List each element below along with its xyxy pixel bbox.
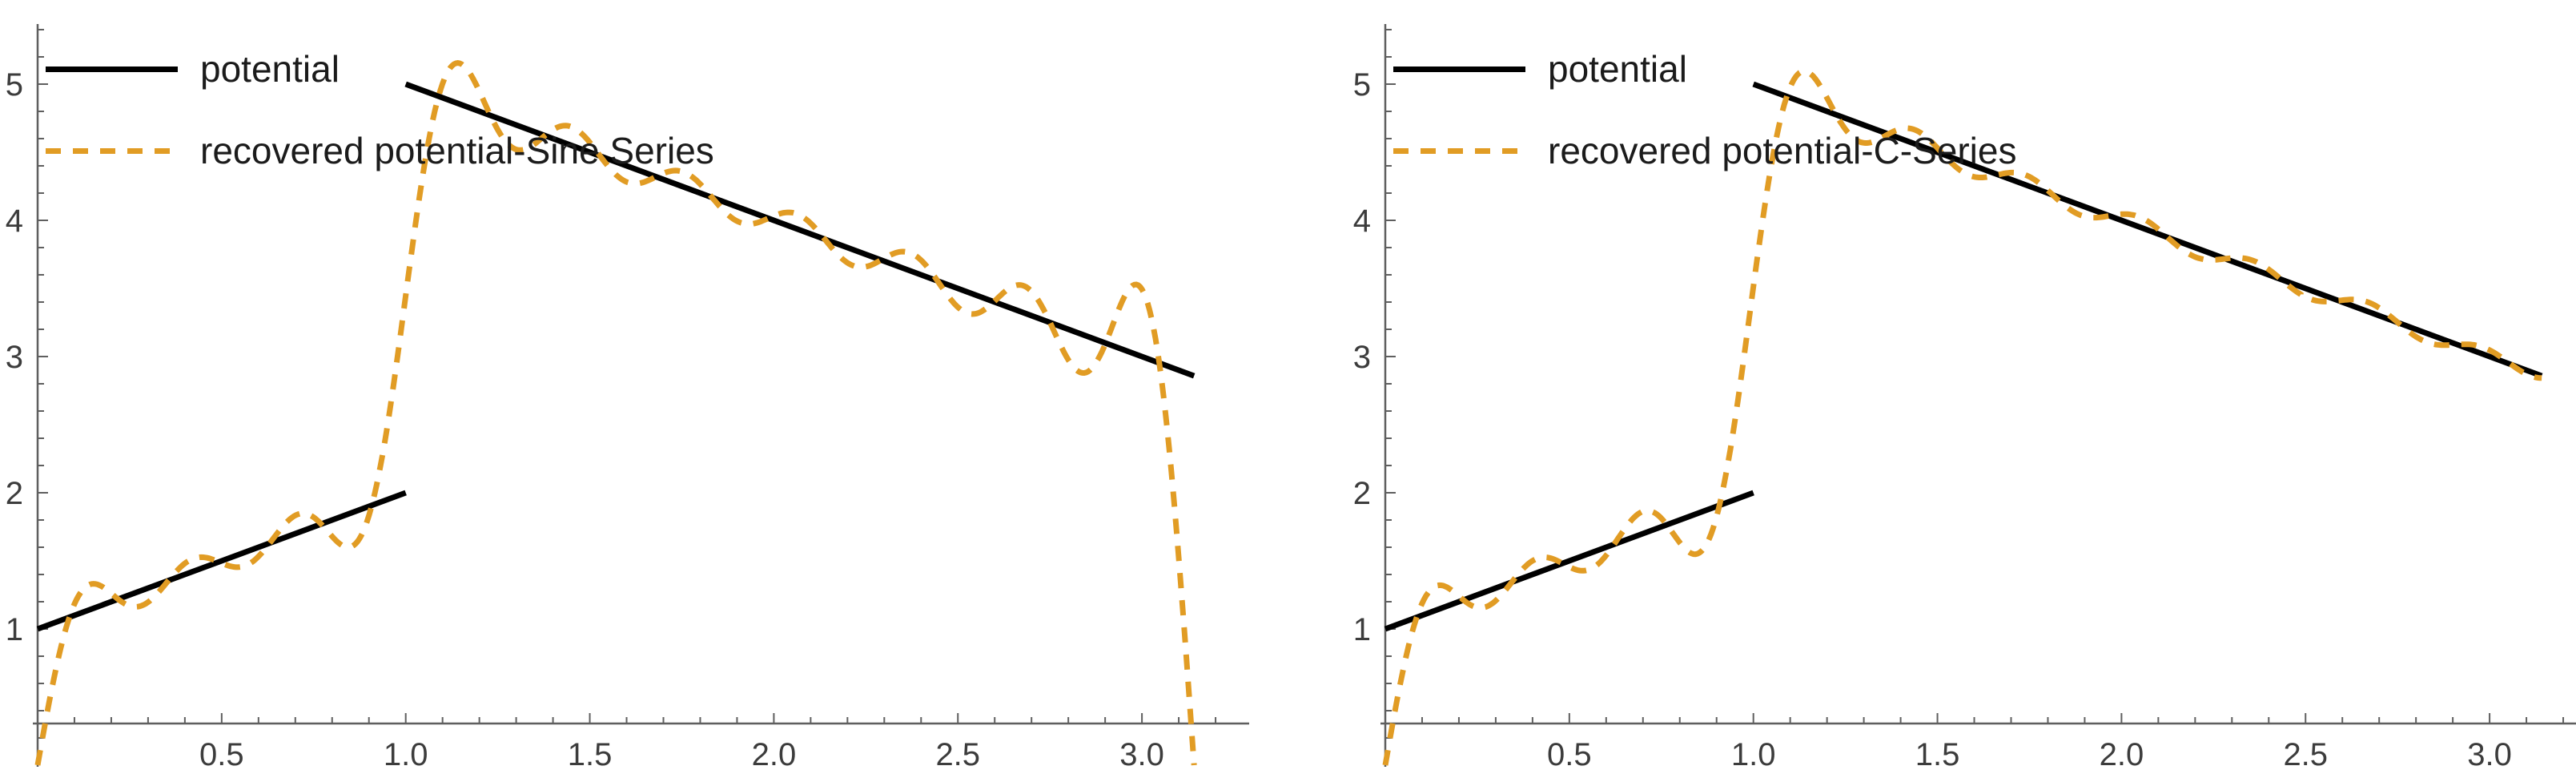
x-tick-label: 2.5: [935, 737, 980, 772]
recovered-potential-curve: [34, 60, 1197, 766]
y-tick-label: 4: [6, 204, 23, 239]
y-tick-label: 1: [1353, 612, 1371, 647]
potential-line: [1752, 81, 2543, 379]
plot-right: 0.5 1.0 1.5 2.0 2.5 3.0 1 2 3 4 5: [1353, 24, 2576, 772]
y-tick-label: 2: [1353, 476, 1371, 511]
solid-line-swatch: [1393, 66, 1525, 72]
legend-item-recovered-c-series: recovered potential-C-Series: [1393, 130, 2017, 171]
x-tick-label: 2.5: [2283, 737, 2328, 772]
y-tick-label: 5: [6, 67, 23, 103]
potential-line: [36, 490, 407, 632]
x-tick-label: 0.5: [1547, 737, 1592, 772]
x-tick-label: 1.5: [1915, 737, 1960, 772]
legend-right-plot: potential recovered potential-C-Series: [1393, 48, 2017, 171]
y-tick-label: 3: [1353, 340, 1371, 375]
legend-item-recovered-sine: recovered potential-Sine Series: [46, 130, 714, 171]
x-tick-label: 1.5: [568, 737, 613, 772]
legend-label: potential: [200, 48, 340, 90]
legend-left-plot: potential recovered potential-Sine Serie…: [46, 48, 714, 171]
x-tick-label: 1.0: [384, 737, 428, 772]
x-tick-label: 0.5: [199, 737, 244, 772]
legend-label: recovered potential-Sine Series: [200, 130, 714, 171]
legend-item-potential: potential: [46, 48, 714, 90]
y-tick-label: 5: [1353, 67, 1371, 103]
x-tick-label: 1.0: [1731, 737, 1776, 772]
x-tick-label: 2.0: [752, 737, 797, 772]
potential-line: [404, 81, 1196, 379]
potential-line: [1384, 490, 1754, 632]
y-tick-label: 4: [1353, 204, 1371, 239]
solid-line-swatch: [46, 66, 178, 72]
y-tick-label: 2: [6, 476, 23, 511]
legend-label: recovered potential-C-Series: [1548, 130, 2017, 171]
y-tick-label: 1: [6, 612, 23, 647]
legend-label: potential: [1548, 48, 1687, 90]
plot-left: 0.5 1.0 1.5 2.0 2.5 3.0 1 2 3 4 5: [6, 24, 1249, 772]
dashed-line-swatch: [1393, 147, 1525, 154]
recovered-potential-curve: [1382, 68, 2542, 766]
dashed-line-swatch: [46, 147, 178, 154]
x-tick-label: 3.0: [2467, 737, 2512, 772]
x-tick-label: 2.0: [2100, 737, 2144, 772]
x-tick-label: 3.0: [1119, 737, 1164, 772]
legend-item-potential: potential: [1393, 48, 2017, 90]
y-tick-label: 3: [6, 340, 23, 375]
